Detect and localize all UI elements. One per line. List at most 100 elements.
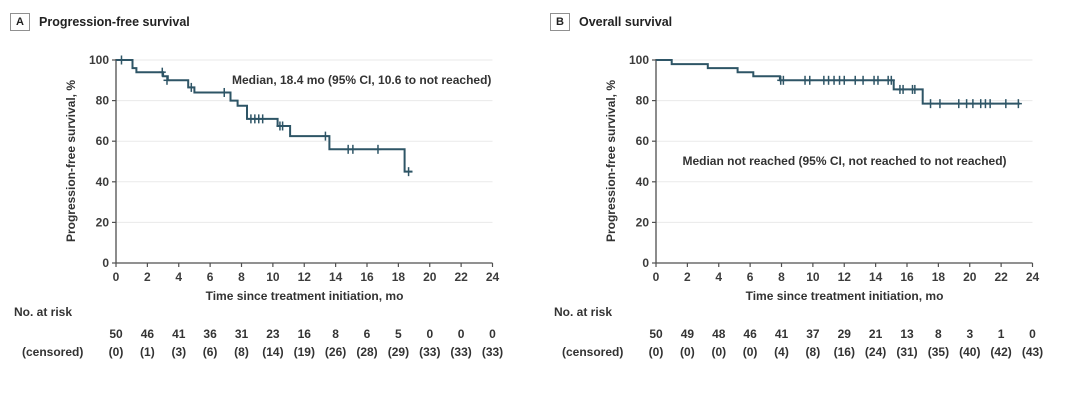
censored-count: (42) bbox=[990, 345, 1012, 359]
at-risk-count: 8 bbox=[935, 327, 942, 341]
censor-tick bbox=[806, 75, 814, 85]
censored-count: (16) bbox=[833, 345, 855, 359]
at-risk-count: 48 bbox=[712, 327, 726, 341]
panel-b-y-axis-label: Progression-free survival, % bbox=[604, 79, 618, 243]
panel-b-censored-row: (0) (0) (0) (0) (4) (8) (16) (24) (31) (35) (40) (4… bbox=[540, 345, 1080, 360]
censor-tick bbox=[158, 67, 166, 77]
censored-count: (0) bbox=[648, 345, 664, 359]
panel-a-at-risk-row: 50 46 41 36 31 23 16 8 6 5 0 0 0 bbox=[0, 327, 540, 342]
y-tick-label: 0 bbox=[102, 256, 109, 270]
censor-tick bbox=[911, 84, 919, 94]
x-tick-label: 8 bbox=[238, 270, 245, 284]
censored-count: (1) bbox=[140, 345, 155, 359]
censor-tick bbox=[374, 144, 382, 154]
panel-a-header: A Progression-free survival bbox=[10, 13, 190, 31]
censor-tick bbox=[321, 131, 329, 141]
x-tick-label: 0 bbox=[653, 270, 660, 284]
at-risk-count: 36 bbox=[203, 327, 217, 341]
censor-tick bbox=[874, 75, 882, 85]
y-tick-label: 40 bbox=[636, 175, 650, 189]
censor-tick bbox=[779, 75, 787, 85]
km-curve bbox=[656, 59, 1020, 105]
y-tick-label: 100 bbox=[629, 53, 649, 67]
at-risk-count: 3 bbox=[966, 327, 974, 341]
censored-count: (28) bbox=[356, 345, 378, 359]
at-risk-count: 46 bbox=[743, 327, 757, 341]
at-risk-count: 13 bbox=[900, 327, 914, 341]
panel-a-letter-box: A bbox=[10, 13, 30, 31]
censored-count: (33) bbox=[450, 345, 472, 359]
panel-b-km-plot: 0 20 40 60 80 100 0 2 4 6 8 10 12 14 16 18 20 22 24 bbox=[540, 0, 1080, 400]
x-tick-label: 12 bbox=[838, 270, 852, 284]
at-risk-count: 50 bbox=[109, 327, 123, 341]
panel-b-median-annotation: Median not reached (95% CI, not reached … bbox=[682, 154, 1007, 168]
panel-a-censored-row: (0) (1) (3) (6) (8) (14) (19) (26) (28) (29) (33) (… bbox=[0, 345, 540, 360]
censored-count: (0) bbox=[742, 345, 758, 359]
censored-count: (4) bbox=[774, 345, 789, 359]
censored-count: (40) bbox=[959, 345, 981, 359]
censored-count: (14) bbox=[262, 345, 284, 359]
at-risk-count: 1 bbox=[997, 327, 1005, 341]
y-tick-label: 80 bbox=[636, 94, 650, 108]
panel-a-km-plot: 0 20 40 60 80 100 0 2 4 6 8 10 12 14 16 18 20 22 24 bbox=[89, 53, 500, 284]
censor-tick bbox=[220, 87, 228, 97]
x-tick-label: 10 bbox=[806, 270, 820, 284]
y-tick-label: 80 bbox=[96, 94, 110, 108]
censor-tick bbox=[859, 75, 867, 85]
km-curve bbox=[116, 59, 413, 173]
at-risk-count: 0 bbox=[1029, 327, 1036, 341]
panel-b-no-at-risk-label: No. at risk bbox=[554, 305, 613, 319]
x-tick-label: 16 bbox=[360, 270, 374, 284]
panel-a-y-axis-label: Progression-free survival, % bbox=[64, 79, 78, 243]
x-tick-label: 10 bbox=[266, 270, 280, 284]
censored-count: (8) bbox=[805, 345, 821, 359]
censored-count: (3) bbox=[171, 345, 187, 359]
x-tick-label: 16 bbox=[900, 270, 914, 284]
at-risk-count: 49 bbox=[680, 327, 695, 341]
panel-progression-free-survival: A Progression-free survival Progression-… bbox=[0, 13, 540, 360]
y-tick-label: 20 bbox=[96, 215, 110, 229]
censor-tick bbox=[969, 99, 977, 109]
censor-tick bbox=[279, 121, 287, 131]
at-risk-count: 5 bbox=[395, 327, 402, 341]
panel-overall-survival: B Overall survival Progression-free surv… bbox=[540, 0, 1080, 400]
at-risk-count: 29 bbox=[837, 327, 851, 341]
x-tick-label: 22 bbox=[994, 270, 1008, 284]
at-risk-count: 21 bbox=[868, 327, 883, 341]
at-risk-count: 41 bbox=[774, 327, 789, 341]
x-tick-label: 4 bbox=[175, 270, 182, 284]
x-tick-label: 14 bbox=[869, 270, 883, 284]
at-risk-count: 0 bbox=[457, 327, 465, 341]
censored-count: (8) bbox=[234, 345, 249, 359]
censor-tick bbox=[163, 75, 171, 85]
censor-tick bbox=[986, 99, 994, 109]
x-tick-label: 18 bbox=[932, 270, 946, 284]
x-tick-label: 0 bbox=[113, 270, 120, 284]
x-tick-label: 14 bbox=[329, 270, 343, 284]
censored-count: (24) bbox=[864, 345, 887, 359]
censored-count: (19) bbox=[293, 345, 315, 359]
x-tick-label: 2 bbox=[144, 270, 151, 284]
y-tick-label: 60 bbox=[96, 134, 110, 148]
panel-b-header: B Overall survival bbox=[550, 13, 672, 31]
censor-tick bbox=[927, 99, 935, 109]
censor-tick bbox=[1014, 99, 1022, 109]
y-tick-label: 60 bbox=[636, 134, 650, 148]
x-tick-label: 4 bbox=[715, 270, 722, 284]
panel-b-title: Overall survival bbox=[579, 15, 673, 29]
at-risk-count: 46 bbox=[140, 327, 155, 341]
x-tick-label: 8 bbox=[778, 270, 785, 284]
censor-tick bbox=[259, 114, 267, 124]
censored-count: (0) bbox=[711, 345, 727, 359]
x-tick-label: 6 bbox=[207, 270, 214, 284]
at-risk-count: 8 bbox=[332, 327, 339, 341]
censored-count: (6) bbox=[202, 345, 218, 359]
y-tick-label: 40 bbox=[96, 175, 110, 189]
censored-count: (43) bbox=[1021, 345, 1044, 359]
at-risk-count: 16 bbox=[297, 327, 311, 341]
censored-count: (0) bbox=[680, 345, 695, 359]
at-risk-count: 0 bbox=[426, 327, 434, 341]
